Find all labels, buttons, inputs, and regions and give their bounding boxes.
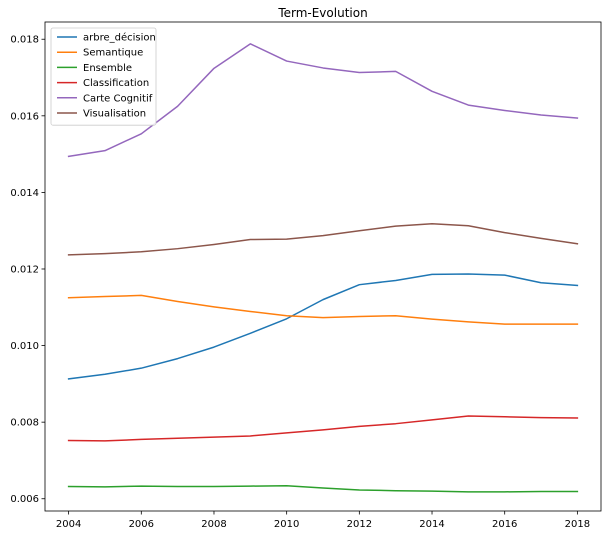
x-tick-label: 2008 (201, 519, 226, 530)
y-tick-label: 0.010 (10, 341, 39, 352)
x-tick-label: 2012 (347, 519, 372, 530)
plot-frame (44, 21, 602, 512)
x-tick-label: 2014 (419, 519, 444, 530)
series-line-1 (67, 294, 579, 325)
legend: arbre_décision Semantique Ensemble Classifi… (50, 27, 157, 126)
legend-label-2: Ensemble (83, 63, 132, 74)
series-line-2 (67, 484, 579, 493)
x-tick-label: 2010 (274, 519, 299, 530)
legend-label-3: Classification (83, 78, 149, 89)
legend-label-0: arbre_décision (83, 32, 156, 44)
y-tick-label: 0.008 (10, 418, 39, 429)
y-tick-label: 0.012 (10, 264, 39, 275)
axes-layer: 2004 2006 2008 2010 2012 2014 2016 2018 0.006 0.0… (10, 21, 602, 530)
x-tick-label: 2016 (492, 519, 517, 530)
y-tick-label: 0.006 (10, 494, 39, 505)
y-tick-label: 0.018 (10, 35, 39, 46)
y-tick-label: 0.016 (10, 111, 39, 122)
legend-label-5: Visualisation (83, 109, 146, 120)
x-tick-label: 2006 (129, 519, 154, 530)
series-line-5 (67, 223, 579, 256)
series-line-3 (67, 415, 579, 442)
series-line-0 (67, 273, 579, 380)
chart-title: Term-Evolution (277, 6, 367, 20)
x-tick-label: 2018 (565, 519, 590, 530)
y-tick-label: 0.014 (10, 188, 39, 199)
legend-label-1: Semantique (83, 48, 143, 59)
x-tick-label: 2004 (56, 519, 81, 530)
legend-label-4: Carte Cognitif (83, 93, 153, 104)
legend-box (50, 27, 157, 126)
